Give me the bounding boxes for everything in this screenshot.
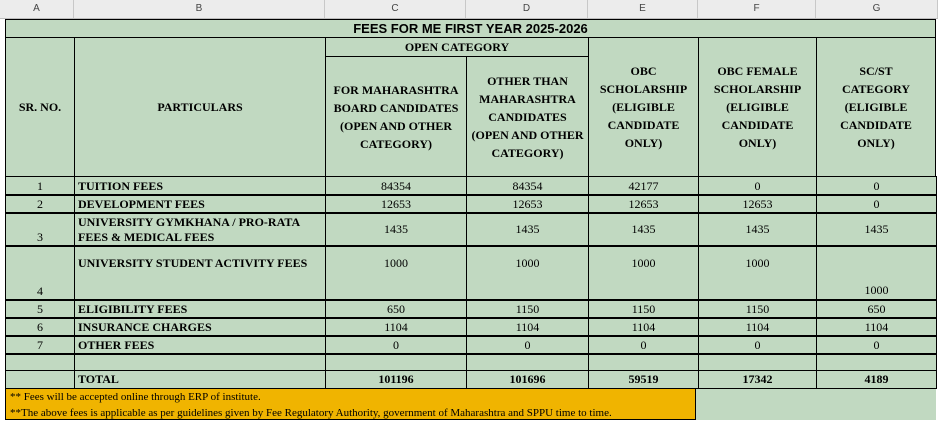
row-3-value-f[interactable]: 1435 (698, 212, 817, 247)
row-7-value-c[interactable]: 0 (325, 335, 467, 355)
row-5-value-d[interactable]: 1150 (466, 299, 589, 319)
row-3-value-e[interactable]: 1435 (588, 212, 699, 247)
row-3-value-d[interactable]: 1435 (466, 212, 589, 247)
row-4-value-d[interactable]: 1000 (466, 245, 589, 301)
row-2-sr-no[interactable]: 2 (5, 194, 75, 214)
row-4-sr-no[interactable]: 4 (5, 245, 75, 301)
header-sr-no[interactable]: SR. NO. (5, 37, 75, 177)
row-7-value-e[interactable]: 0 (588, 335, 699, 355)
row-6-sr-no[interactable]: 6 (5, 317, 75, 337)
row-5-value-f[interactable]: 1150 (698, 299, 817, 319)
sheet-title[interactable]: FEES FOR ME FIRST YEAR 2025-2026 (5, 19, 936, 38)
row-1-value-f[interactable]: 0 (698, 176, 817, 196)
row-4-value-g[interactable]: 1000 (816, 245, 937, 301)
header-obc-female-scholarship[interactable]: OBC FEMALE SCHOLARSHIP (ELIGIBLE CANDIDA… (698, 37, 817, 177)
row-3-sr-no[interactable]: 3 (5, 212, 75, 247)
column-header-e[interactable]: E (588, 0, 698, 18)
column-header-b[interactable]: B (74, 0, 325, 18)
row-6-value-e[interactable]: 1104 (588, 317, 699, 337)
header-sc-st-category[interactable]: SC/ST CATEGORY (ELIGIBLE CANDIDATE ONLY) (816, 37, 936, 177)
empty-cell[interactable] (816, 353, 937, 371)
row-1-value-e[interactable]: 42177 (588, 176, 699, 196)
row-1-particulars[interactable]: TUITION FEES (74, 176, 326, 196)
row-6-value-g[interactable]: 1104 (816, 317, 937, 337)
row-1-value-c[interactable]: 84354 (325, 176, 467, 196)
column-header-d[interactable]: D (466, 0, 588, 18)
row-2-value-g[interactable]: 0 (816, 194, 937, 214)
total-value-d[interactable]: 101696 (466, 370, 589, 389)
row-4-particulars[interactable]: UNIVERSITY STUDENT ACTIVITY FEES (74, 245, 326, 301)
row-6-value-c[interactable]: 1104 (325, 317, 467, 337)
total-value-c[interactable]: 101196 (325, 370, 467, 389)
row-5-value-c[interactable]: 650 (325, 299, 467, 319)
empty-cell[interactable] (466, 353, 589, 371)
row-7-value-d[interactable]: 0 (466, 335, 589, 355)
total-sr-no[interactable] (5, 370, 75, 389)
row-7-value-g[interactable]: 0 (816, 335, 937, 355)
note-line-2[interactable]: **The above fees is applicable as per gu… (10, 407, 612, 419)
row-5-value-e[interactable]: 1150 (588, 299, 699, 319)
row-4-value-f[interactable]: 1000 (698, 245, 817, 301)
row-2-particulars[interactable]: DEVELOPMENT FEES (74, 194, 326, 214)
row-1-value-d[interactable]: 84354 (466, 176, 589, 196)
row-2-value-e[interactable]: 12653 (588, 194, 699, 214)
row-5-particulars[interactable]: ELIGIBILITY FEES (74, 299, 326, 319)
header-maharashtra-board[interactable]: FOR MAHARASHTRA BOARD CANDIDATES (OPEN A… (325, 56, 467, 177)
header-particulars[interactable]: PARTICULARS (74, 37, 326, 177)
row-2-value-c[interactable]: 12653 (325, 194, 467, 214)
column-header-a[interactable]: A (0, 0, 74, 18)
row-5-value-g[interactable]: 650 (816, 299, 937, 319)
row-2-value-d[interactable]: 12653 (466, 194, 589, 214)
empty-cell[interactable] (5, 353, 75, 371)
row-5-sr-no[interactable]: 5 (5, 299, 75, 319)
row-6-value-f[interactable]: 1104 (698, 317, 817, 337)
header-other-than-maharashtra[interactable]: OTHER THAN MAHARASHTRA CANDIDATES (OPEN … (466, 56, 589, 177)
empty-cell[interactable] (698, 353, 817, 371)
header-open-category[interactable]: OPEN CATEGORY (325, 37, 589, 57)
empty-cell[interactable] (325, 353, 467, 371)
row-7-value-f[interactable]: 0 (698, 335, 817, 355)
empty-cell[interactable] (588, 353, 699, 371)
row-2-value-f[interactable]: 12653 (698, 194, 817, 214)
row-7-sr-no[interactable]: 7 (5, 335, 75, 355)
row-4-value-c[interactable]: 1000 (325, 245, 467, 301)
column-header-g[interactable]: G (816, 0, 938, 18)
row-6-particulars[interactable]: INSURANCE CHARGES (74, 317, 326, 337)
column-header-bar: A B C D E F G (0, 0, 938, 19)
row-1-sr-no[interactable]: 1 (5, 176, 75, 196)
note-line-1[interactable]: ** Fees will be accepted online through … (10, 391, 261, 403)
row-1-value-g[interactable]: 0 (816, 176, 937, 196)
total-value-g[interactable]: 4189 (816, 370, 937, 389)
row-3-value-c[interactable]: 1435 (325, 212, 467, 247)
row-7-particulars[interactable]: OTHER FEES (74, 335, 326, 355)
total-value-e[interactable]: 59519 (588, 370, 699, 389)
row-3-particulars[interactable]: UNIVERSITY GYMKHANA / PRO-RATA FEES & ME… (74, 212, 326, 247)
row-6-value-d[interactable]: 1104 (466, 317, 589, 337)
total-value-f[interactable]: 17342 (698, 370, 817, 389)
total-label[interactable]: TOTAL (74, 370, 326, 389)
column-header-f[interactable]: F (698, 0, 816, 18)
empty-cell[interactable] (74, 353, 326, 371)
header-obc-scholarship[interactable]: OBC SCHOLARSHIP (ELIGIBLE CANDIDATE ONLY… (588, 37, 699, 177)
column-header-c[interactable]: C (325, 0, 466, 18)
spreadsheet-grid: FEES FOR ME FIRST YEAR 2025-2026 SR. NO.… (5, 19, 937, 420)
row-3-value-g[interactable]: 1435 (816, 212, 937, 247)
fees-note-box: ** Fees will be accepted online through … (5, 388, 696, 420)
row-4-value-e[interactable]: 1000 (588, 245, 699, 301)
